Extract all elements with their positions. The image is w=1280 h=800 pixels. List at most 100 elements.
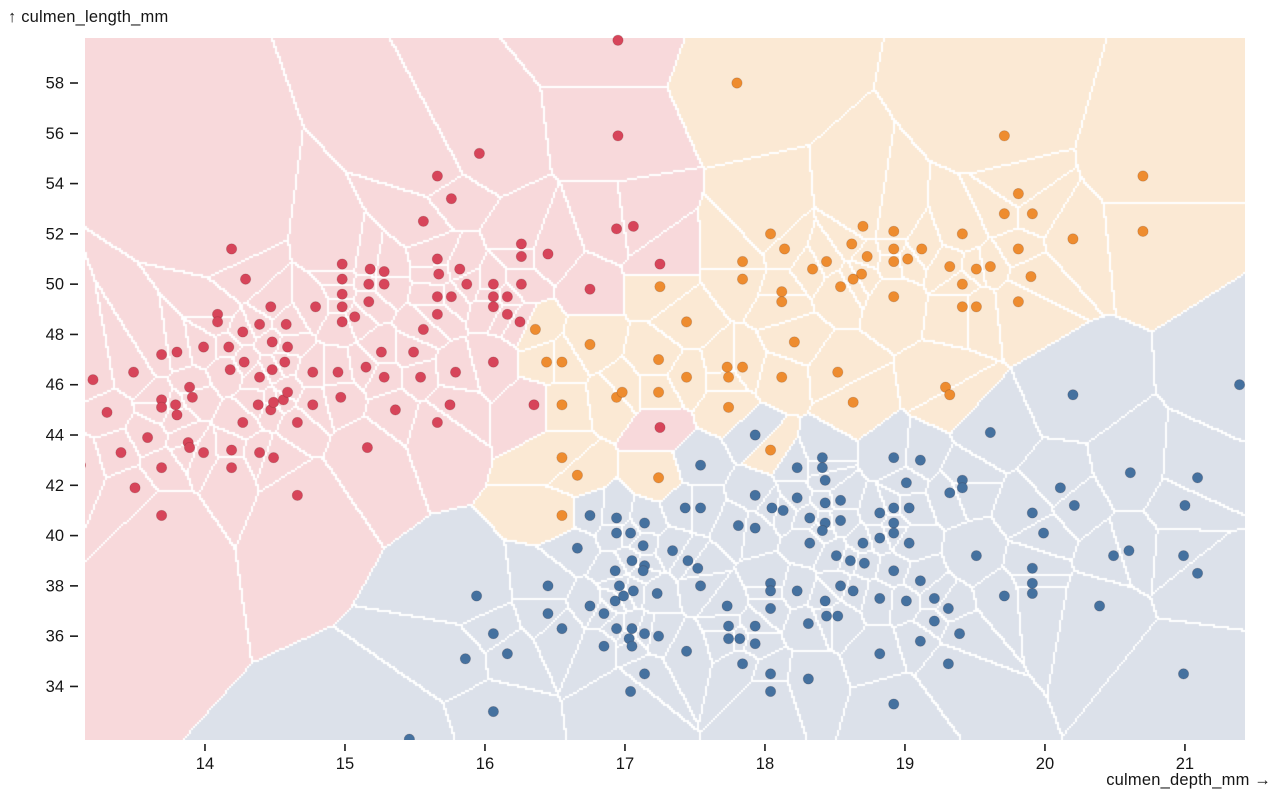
data-point-blue	[626, 555, 638, 567]
data-point-red	[501, 291, 513, 303]
data-point-orange	[984, 260, 996, 273]
data-point-blue	[692, 562, 704, 574]
data-point-red	[612, 130, 624, 142]
data-point-blue	[764, 602, 777, 615]
data-point-blue	[638, 517, 651, 529]
data-point-orange	[722, 401, 735, 413]
data-point-red	[417, 323, 429, 336]
data-point-blue	[834, 580, 847, 592]
data-point-orange	[616, 386, 628, 398]
data-point-red	[336, 258, 348, 270]
data-point-red	[378, 371, 390, 383]
data-point-blue	[610, 623, 623, 635]
data-point-blue	[819, 474, 831, 486]
data-point-orange	[820, 255, 833, 268]
data-point-blue	[1177, 668, 1190, 680]
data-point-blue	[609, 565, 621, 577]
data-point-blue	[1191, 472, 1204, 484]
data-point-blue	[816, 462, 828, 474]
data-point-blue	[584, 600, 596, 612]
data-point-orange	[654, 281, 666, 293]
data-point-blue	[819, 497, 831, 509]
data-point-orange	[556, 452, 568, 464]
data-point-red	[487, 356, 499, 368]
data-point-red	[363, 278, 375, 290]
data-point-red	[253, 371, 266, 383]
data-point-red	[336, 301, 348, 313]
y-tick-label: 54	[46, 175, 64, 193]
data-point-red	[654, 258, 666, 270]
data-point-orange	[680, 371, 693, 383]
data-point-orange	[1012, 296, 1024, 308]
data-point-red	[186, 391, 198, 403]
data-points-layer	[85, 34, 1246, 740]
data-point-blue	[791, 492, 803, 504]
data-point-red	[336, 288, 348, 300]
data-point-blue	[459, 653, 471, 665]
data-point-blue	[679, 502, 691, 514]
data-point-orange	[680, 316, 693, 328]
data-point-blue	[637, 540, 649, 552]
data-point-blue	[804, 512, 816, 524]
data-point-red	[431, 170, 443, 182]
data-point-red	[155, 462, 168, 474]
data-point-orange	[571, 469, 583, 481]
data-point-blue	[637, 565, 649, 577]
data-point-orange	[1137, 170, 1149, 182]
data-point-red	[501, 308, 513, 320]
x-axis-title: culmen_depth_mm →	[1106, 771, 1271, 789]
data-point-blue	[956, 482, 968, 494]
data-point-blue	[858, 557, 870, 569]
data-point-blue	[830, 550, 842, 562]
data-point-red	[281, 341, 294, 353]
data-point-orange	[956, 278, 968, 290]
data-point-red	[224, 364, 236, 376]
data-point-orange	[1025, 271, 1037, 283]
data-point-orange	[832, 366, 844, 378]
data-point-orange	[861, 250, 873, 263]
data-point-blue	[1093, 600, 1106, 612]
data-point-blue	[1124, 467, 1136, 479]
data-point-blue	[1179, 499, 1191, 512]
data-point-red	[487, 278, 499, 290]
data-point-blue	[651, 587, 663, 600]
data-point-blue	[598, 607, 610, 620]
data-point-blue	[764, 585, 777, 597]
data-point-red	[407, 346, 420, 358]
data-point-blue	[749, 489, 761, 501]
data-point-blue	[764, 668, 777, 680]
data-point-red	[487, 301, 499, 313]
data-point-blue	[832, 610, 844, 622]
data-point-red	[307, 399, 319, 411]
data-point-blue	[722, 633, 735, 645]
data-point-red	[378, 278, 390, 290]
x-tick-label: 15	[336, 755, 354, 773]
data-point-red	[155, 509, 168, 522]
x-tick-label: 21	[1176, 755, 1194, 773]
data-point-blue	[613, 580, 625, 592]
data-point-orange	[764, 228, 777, 240]
data-point-red	[211, 316, 224, 328]
data-point-blue	[874, 592, 886, 605]
data-point-blue	[487, 705, 499, 718]
data-point-red	[417, 215, 429, 227]
data-point-orange	[956, 301, 968, 313]
data-point-blue	[928, 615, 940, 627]
data-point-red	[171, 346, 183, 358]
data-point-red	[335, 391, 347, 403]
data-point-red	[336, 273, 348, 285]
y-tick-label: 50	[46, 276, 64, 294]
data-point-red	[171, 409, 183, 421]
data-point-blue	[666, 545, 679, 557]
y-tick-label: 44	[46, 427, 64, 445]
data-point-blue	[900, 595, 912, 607]
data-point-orange	[855, 268, 868, 280]
data-point-blue	[680, 645, 693, 657]
data-point-red	[266, 364, 278, 376]
data-point-blue	[1233, 379, 1246, 391]
data-point-blue	[888, 527, 900, 539]
data-point-orange	[916, 243, 928, 255]
data-point-orange	[529, 323, 541, 336]
